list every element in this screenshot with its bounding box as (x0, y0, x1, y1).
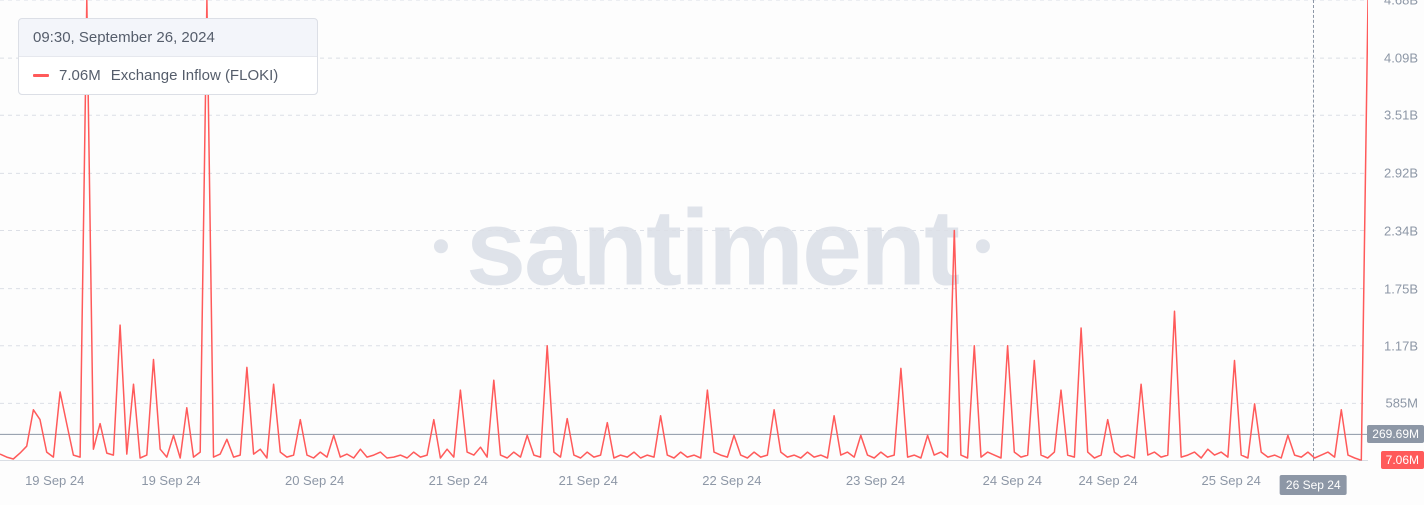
x-tick-label: 25 Sep 24 (1202, 473, 1261, 488)
chart-container[interactable]: santiment 4.68B4.09B3.51B2.92B2.34B1.75B… (0, 0, 1424, 505)
x-tick-label: 24 Sep 24 (1078, 473, 1137, 488)
tooltip-value: 7.06M (59, 67, 101, 84)
x-tick-label: 19 Sep 24 (141, 473, 200, 488)
x-tick-label: 22 Sep 24 (702, 473, 761, 488)
y-axis-badge: 7.06M (1381, 451, 1424, 469)
y-axis-badge: 269.69M (1367, 425, 1424, 443)
x-tick-label: 20 Sep 24 (285, 473, 344, 488)
x-axis-badge: 26 Sep 24 (1280, 475, 1347, 495)
tooltip-series-row: 7.06M Exchange Inflow (FLOKI) (19, 57, 317, 94)
y-tick-label: 1.75B (1384, 281, 1418, 296)
tooltip-timestamp: 09:30, September 26, 2024 (19, 19, 317, 57)
x-tick-label: 21 Sep 24 (429, 473, 488, 488)
legend-dash-icon (33, 74, 49, 77)
x-tick-label: 24 Sep 24 (983, 473, 1042, 488)
y-tick-label: 4.09B (1384, 51, 1418, 66)
y-tick-label: 2.92B (1384, 166, 1418, 181)
x-tick-label: 19 Sep 24 (25, 473, 84, 488)
x-tick-label: 23 Sep 24 (846, 473, 905, 488)
y-tick-label: 1.17B (1384, 338, 1418, 353)
tooltip-label: Exchange Inflow (FLOKI) (111, 67, 279, 84)
y-tick-label: 2.34B (1384, 223, 1418, 238)
x-axis: 19 Sep 24 19 Sep 24 20 Sep 24 21 Sep 24 21 S… (0, 461, 1368, 505)
y-tick-label: 3.51B (1384, 108, 1418, 123)
y-axis: 4.68B 4.09B 3.51B 2.92B 2.34B 1.75B 1.17B 585M 2… (1368, 0, 1424, 461)
tooltip: 09:30, September 26, 2024 7.06M Exchange… (18, 18, 318, 95)
y-tick-label: 585M (1385, 396, 1418, 411)
x-tick-label: 21 Sep 24 (559, 473, 618, 488)
y-tick-label: 4.68B (1384, 0, 1418, 8)
